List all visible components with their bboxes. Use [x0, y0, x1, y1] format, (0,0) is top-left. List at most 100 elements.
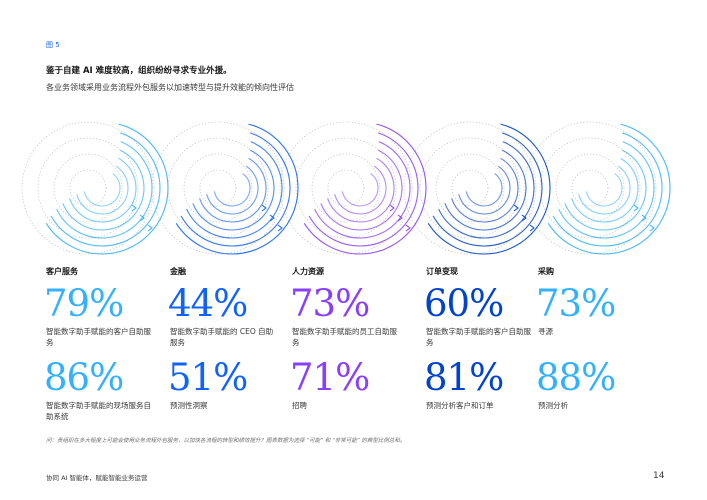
stat-caption: 智能数字助手赋能的客户自助服务	[426, 327, 531, 347]
flow-ring	[197, 153, 267, 223]
arrow-icon	[633, 204, 639, 212]
flow-ring	[561, 145, 647, 231]
ring-group	[523, 121, 671, 255]
flow-ring	[449, 153, 519, 223]
flow-ring	[553, 137, 655, 239]
dotted-ring	[21, 121, 155, 255]
dotted-ring	[151, 121, 285, 255]
page-subtitle: 各业务领域采用业务流程外包服务以加速转型与提升效能的倾向性评估	[46, 83, 294, 92]
flow-ring	[43, 129, 161, 247]
flow-ring	[417, 121, 551, 255]
dotted-ring	[451, 169, 489, 207]
column-title-finance: 金融	[170, 267, 186, 276]
dotted-ring	[199, 169, 237, 207]
flow-ring	[545, 129, 663, 247]
arrow-icon	[147, 224, 153, 232]
flow-ring	[569, 153, 639, 223]
ring-group	[21, 121, 169, 255]
arrow-icon	[389, 204, 395, 212]
flow-ring	[425, 129, 543, 247]
flow-ring	[75, 161, 129, 215]
column-title-hr: 人力资源	[292, 267, 324, 276]
flow-ring	[59, 145, 145, 231]
column-title-customer-service: 客户服务	[46, 267, 78, 276]
arrow-icon	[649, 224, 655, 232]
ring-group	[279, 121, 427, 255]
arrow-icon	[397, 214, 403, 222]
arrow-icon	[131, 204, 137, 212]
arrow-icon	[641, 214, 647, 222]
dotted-ring	[435, 153, 505, 223]
ring-group	[151, 121, 299, 255]
dotted-ring	[403, 121, 537, 255]
dotted-ring	[555, 153, 625, 223]
stat-value: 81%	[424, 356, 504, 399]
footnote: 问：贵组织在多大程度上可能会使用业务流程外包服务，以加快各流程的转型和绩效提升？…	[46, 438, 406, 444]
stat-value: 73%	[536, 282, 616, 325]
page-title: 鉴于自建 AI 难度较高，组织纷纷寻求专业外援。	[46, 66, 232, 76]
stat-value: 73%	[290, 282, 370, 325]
flow-ring	[341, 169, 379, 207]
flow-ring	[433, 137, 535, 239]
flow-ring	[67, 153, 137, 223]
stat-value: 60%	[424, 282, 504, 325]
flow-ring	[577, 161, 631, 215]
dotted-ring	[167, 137, 269, 239]
flow-ring	[83, 169, 121, 207]
footer-title: 协同 AI 智能体，赋能智能业务运营	[46, 474, 148, 482]
flow-ring	[585, 169, 623, 207]
flow-ring	[457, 161, 511, 215]
stat-value: 79%	[44, 282, 124, 325]
stat-value: 44%	[168, 282, 248, 325]
stat-caption: 预测分析	[538, 401, 568, 410]
dotted-ring	[311, 153, 381, 223]
circular-flow-graphic	[21, 121, 671, 255]
dotted-ring	[295, 137, 397, 239]
dotted-ring	[571, 169, 609, 207]
stat-caption: 智能数字助手赋能的员工自助服务	[292, 327, 397, 347]
arrow-icon	[513, 204, 519, 212]
stat-caption: 寻源	[538, 327, 553, 336]
arrow-icon	[521, 214, 527, 222]
dotted-ring	[37, 137, 139, 239]
figure-label: 图 5	[46, 41, 60, 49]
flow-ring	[537, 121, 671, 255]
dotted-ring	[539, 137, 641, 239]
dotted-ring	[279, 121, 413, 255]
column-title-order-to-cash: 订单变现	[426, 267, 458, 276]
dotted-ring	[53, 153, 123, 223]
stat-value: 88%	[536, 356, 616, 399]
arrow-icon	[529, 224, 535, 232]
stat-caption: 预测分析客户和订单	[426, 401, 494, 410]
flow-ring	[189, 145, 275, 231]
flow-ring	[317, 145, 403, 231]
flow-ring	[181, 137, 283, 239]
flow-ring	[301, 129, 419, 247]
page-number: 14	[653, 471, 665, 481]
flow-ring	[333, 161, 387, 215]
stat-value: 86%	[44, 356, 124, 399]
stat-caption: 智能数字助手赋能的客户自助服务	[46, 327, 151, 347]
stat-caption: 智能数字助手赋能的 CEO 自助服务	[170, 327, 274, 347]
flow-ring	[441, 145, 527, 231]
dotted-ring	[523, 121, 657, 255]
flow-ring	[165, 121, 299, 255]
dotted-ring	[183, 153, 253, 223]
flow-ring	[293, 121, 427, 255]
arrow-icon	[269, 214, 275, 222]
arrow-icon	[261, 204, 267, 212]
arrow-icon	[139, 214, 145, 222]
flow-ring	[173, 129, 291, 247]
arrow-icon	[405, 224, 411, 232]
dotted-ring	[327, 169, 365, 207]
flow-ring	[309, 137, 411, 239]
stat-caption: 智能数字助手赋能的现场服务自助系统	[46, 401, 151, 421]
stat-value: 71%	[290, 356, 370, 399]
stat-caption: 预测性洞察	[170, 401, 208, 410]
stat-value: 51%	[168, 356, 248, 399]
stat-caption: 招聘	[292, 401, 307, 410]
flow-ring	[205, 161, 259, 215]
flow-ring	[51, 137, 153, 239]
flow-ring	[465, 169, 503, 207]
arrow-icon	[277, 224, 283, 232]
